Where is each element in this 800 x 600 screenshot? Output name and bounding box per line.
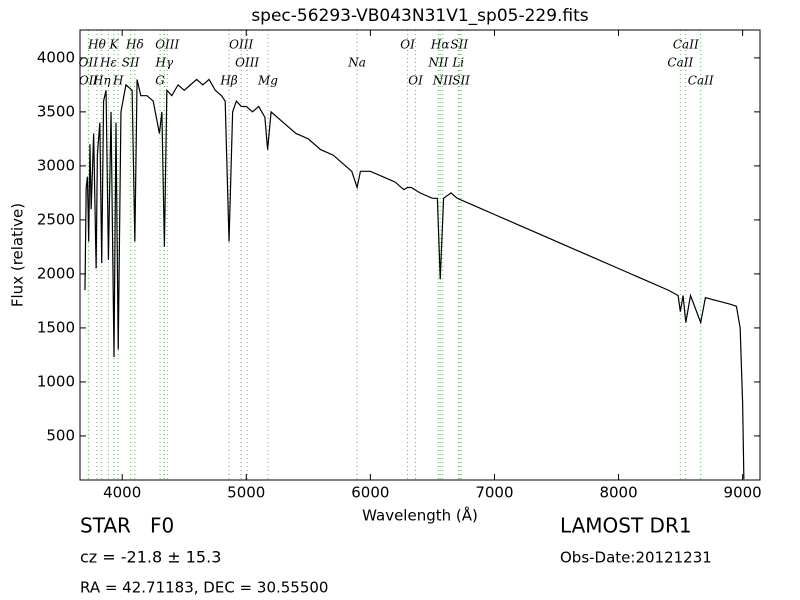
- spectral-line-label: Li: [451, 56, 464, 70]
- x-tick-label: 9000: [724, 484, 762, 502]
- spectral-line-label: Hε: [99, 56, 117, 70]
- spectral-class: STAR F0: [80, 514, 174, 538]
- spectral-line-label: Hγ: [155, 56, 174, 70]
- y-tick-label: 3000: [37, 156, 75, 174]
- spectral-line-label: K: [109, 38, 120, 52]
- y-tick-label: 4000: [37, 48, 75, 66]
- spectral-line-label: NII: [432, 74, 453, 88]
- spectral-line-label: OI: [400, 38, 415, 52]
- spectral-line-label: Hδ: [125, 38, 144, 52]
- y-tick-label: 1500: [37, 318, 75, 336]
- spectral-line-label: OIII: [155, 38, 179, 52]
- spectral-line-label: Mg: [257, 74, 278, 88]
- coordinates: RA = 42.71183, DEC = 30.55500: [80, 579, 328, 597]
- x-tick-label: 7000: [475, 484, 513, 502]
- chart-title: spec-56293-VB043N31V1_sp05-229.fits: [251, 6, 588, 26]
- y-tick-label: 1000: [37, 372, 75, 390]
- y-tick-label: 500: [46, 426, 75, 444]
- x-axis-label: Wavelength (Å): [362, 506, 478, 525]
- x-tick-label: 4000: [103, 484, 141, 502]
- spectral-line-label: SII: [122, 56, 140, 70]
- spectral-line-label: Na: [347, 56, 366, 70]
- plot-frame: [79, 29, 761, 481]
- spectral-line-label: OIII: [229, 38, 253, 52]
- spectral-line-label: H: [112, 74, 124, 88]
- spectral-line-label: OII: [79, 74, 99, 88]
- spectral-line-label: Hθ: [87, 38, 106, 52]
- obs-date: Obs-Date:20121231: [560, 549, 712, 567]
- x-tick-label: 5000: [227, 484, 265, 502]
- y-tick-label: 3500: [37, 102, 75, 120]
- spectral-line-label: Hβ: [219, 74, 237, 88]
- survey: LAMOST DR1: [560, 514, 692, 538]
- spectral-line-label: SII: [450, 38, 468, 52]
- spectral-line-label: OIII: [235, 56, 259, 70]
- spectral-line-label: CaII: [688, 74, 714, 88]
- spectrum-line: [84, 78, 745, 480]
- y-tick-label: 2500: [37, 210, 75, 228]
- x-tick-label: 6000: [351, 484, 389, 502]
- spectral-line-label: NII: [427, 56, 448, 70]
- x-tick-label: 8000: [599, 484, 637, 502]
- spectral-line-label: G: [155, 74, 165, 88]
- y-axis-label: Flux (relative): [9, 203, 27, 307]
- spectral-line-label: Hα: [430, 38, 450, 52]
- spectral-line-label: OI: [408, 74, 423, 88]
- spectral-line-label: SII: [452, 74, 470, 88]
- redshift: cz = -21.8 ± 15.3: [80, 548, 221, 567]
- y-tick-label: 2000: [37, 264, 75, 282]
- spectral-line-label: Hη: [92, 74, 111, 88]
- spectral-line-label: CaII: [673, 38, 699, 52]
- spectral-line-label: CaII: [667, 56, 693, 70]
